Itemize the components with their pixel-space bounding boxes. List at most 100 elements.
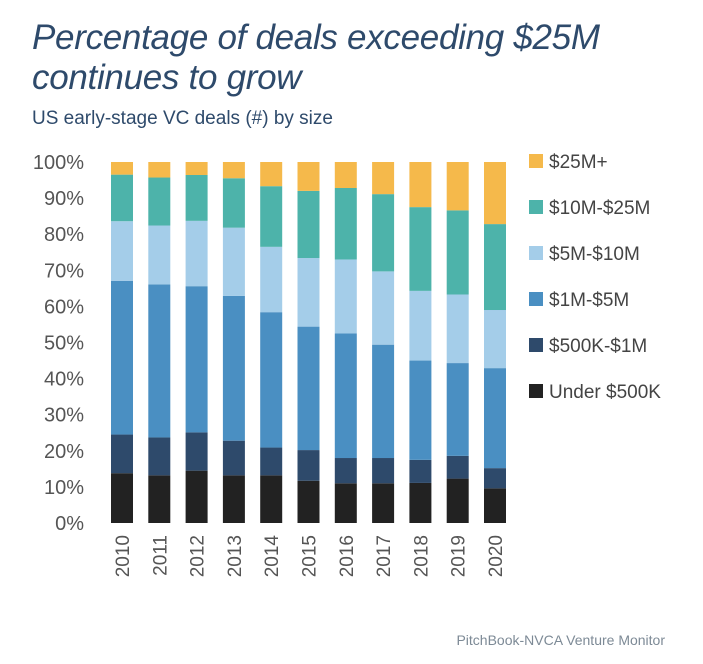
bar-segment [260, 246, 283, 313]
bar-segment [185, 286, 208, 433]
bar-segment [409, 162, 432, 208]
bar-segment [409, 207, 432, 291]
bar-segment [297, 450, 320, 481]
bar-segment [222, 162, 245, 179]
legend-swatch [529, 200, 543, 214]
bar-segment [185, 432, 208, 471]
y-tick-label: 40% [44, 369, 84, 391]
bar-segment [334, 483, 357, 523]
x-axis: 2010 2011 2012 2013 2014 2015 2016 2017 2018 2019… [113, 535, 507, 578]
x-tick-label: 2016 [337, 535, 358, 577]
y-tick-label: 60% [44, 296, 84, 318]
bar-segment [297, 480, 320, 523]
bars [111, 162, 506, 523]
legend-label: $1M-$5M [549, 290, 629, 311]
source-credit: PitchBook-NVCA Venture Monitor [456, 632, 665, 648]
bar-segment [372, 483, 395, 523]
x-tick-label: 2020 [486, 535, 507, 577]
bar-segment [260, 312, 283, 448]
bar-segment [111, 434, 133, 474]
y-tick-label: 90% [44, 188, 84, 210]
bar-segment [334, 333, 357, 459]
bar-segment [484, 368, 506, 469]
bar-segment [148, 284, 171, 438]
bar-segment [446, 162, 469, 211]
bar-segment [222, 475, 245, 523]
x-tick-label: 2010 [113, 535, 134, 577]
y-tick-label: 100% [33, 152, 84, 174]
legend-label: $25M+ [549, 152, 608, 173]
bar-segment [297, 326, 320, 451]
bar-segment [148, 177, 171, 226]
x-tick-label: 2015 [300, 535, 321, 577]
bar-segment [222, 178, 245, 228]
bar-segment [409, 360, 432, 460]
bar-segment [334, 259, 357, 334]
bar-segment [409, 482, 432, 523]
x-tick-label: 2014 [262, 535, 283, 578]
y-tick-label: 10% [44, 477, 84, 499]
y-tick-label: 0% [55, 513, 84, 535]
bar-segment [148, 162, 171, 178]
x-tick-label: 2012 [188, 535, 209, 577]
bar-segment [484, 162, 506, 225]
stacked-bar-chart: 0%10%20%30%40%50%60%70%80%90%100%2010 201… [33, 152, 661, 578]
bar-segment [111, 280, 133, 435]
legend-label: $500K-$1M [549, 336, 647, 357]
bar-segment [297, 190, 320, 259]
bar-segment [484, 488, 506, 523]
bar-segment [260, 447, 283, 476]
bar-segment [222, 295, 245, 441]
legend-swatch [529, 154, 543, 168]
y-tick-label: 70% [44, 260, 84, 282]
y-tick-label: 30% [44, 405, 84, 427]
bar-segment [484, 310, 506, 369]
bar-segment [297, 258, 320, 327]
bar-segment [446, 363, 469, 456]
legend: $25M+ $10M-$25M $5M-$10M $1M-$5M $500K-$1M Un… [529, 152, 661, 403]
y-tick-label: 80% [44, 224, 84, 246]
bar-segment [334, 187, 357, 260]
bar-segment [446, 210, 469, 295]
x-tick-label: 2018 [411, 535, 432, 577]
x-tick-label: 2019 [449, 535, 470, 577]
bar-segment [372, 344, 395, 459]
bar-segment [372, 458, 395, 484]
bar-segment [185, 162, 208, 175]
x-tick-label: 2017 [374, 535, 395, 577]
bar-segment [111, 221, 133, 281]
legend-swatch [529, 384, 543, 398]
x-tick-label: 2013 [225, 535, 246, 577]
bar-segment [446, 455, 469, 479]
bar-segment [148, 225, 171, 285]
chart-subtitle: US early-stage VC deals (#) by size [32, 108, 333, 129]
bar-segment [409, 290, 432, 361]
bar-segment [334, 162, 357, 188]
legend-swatch [529, 338, 543, 352]
bar-segment [372, 271, 395, 345]
bar-segment [409, 459, 432, 483]
bar-segment [222, 440, 245, 476]
bar-segment [446, 478, 469, 523]
legend-swatch [529, 246, 543, 260]
bar-segment [111, 473, 133, 523]
y-axis: 0% 10% 20% 30% 40% 50% 60% 70% 80% 90% 100% [33, 152, 84, 535]
bar-segment [111, 162, 133, 175]
chart-title: Percentage of deals exceeding $25M contin… [32, 18, 672, 98]
bar-segment [334, 458, 357, 484]
bar-segment [260, 475, 283, 523]
bar-segment [148, 437, 171, 476]
bar-segment [111, 174, 133, 222]
bar-segment [372, 194, 395, 272]
bar-segment [222, 227, 245, 296]
bar-segment [260, 162, 283, 187]
legend-label: $10M-$25M [549, 198, 650, 219]
y-tick-label: 50% [44, 333, 84, 355]
bar-segment [372, 162, 395, 195]
bar-segment [185, 174, 208, 221]
x-tick-label: 2011 [150, 535, 171, 576]
legend-swatch [529, 292, 543, 306]
legend-label: $5M-$10M [549, 244, 640, 265]
y-tick-label: 20% [44, 441, 84, 463]
bar-segment [484, 468, 506, 489]
